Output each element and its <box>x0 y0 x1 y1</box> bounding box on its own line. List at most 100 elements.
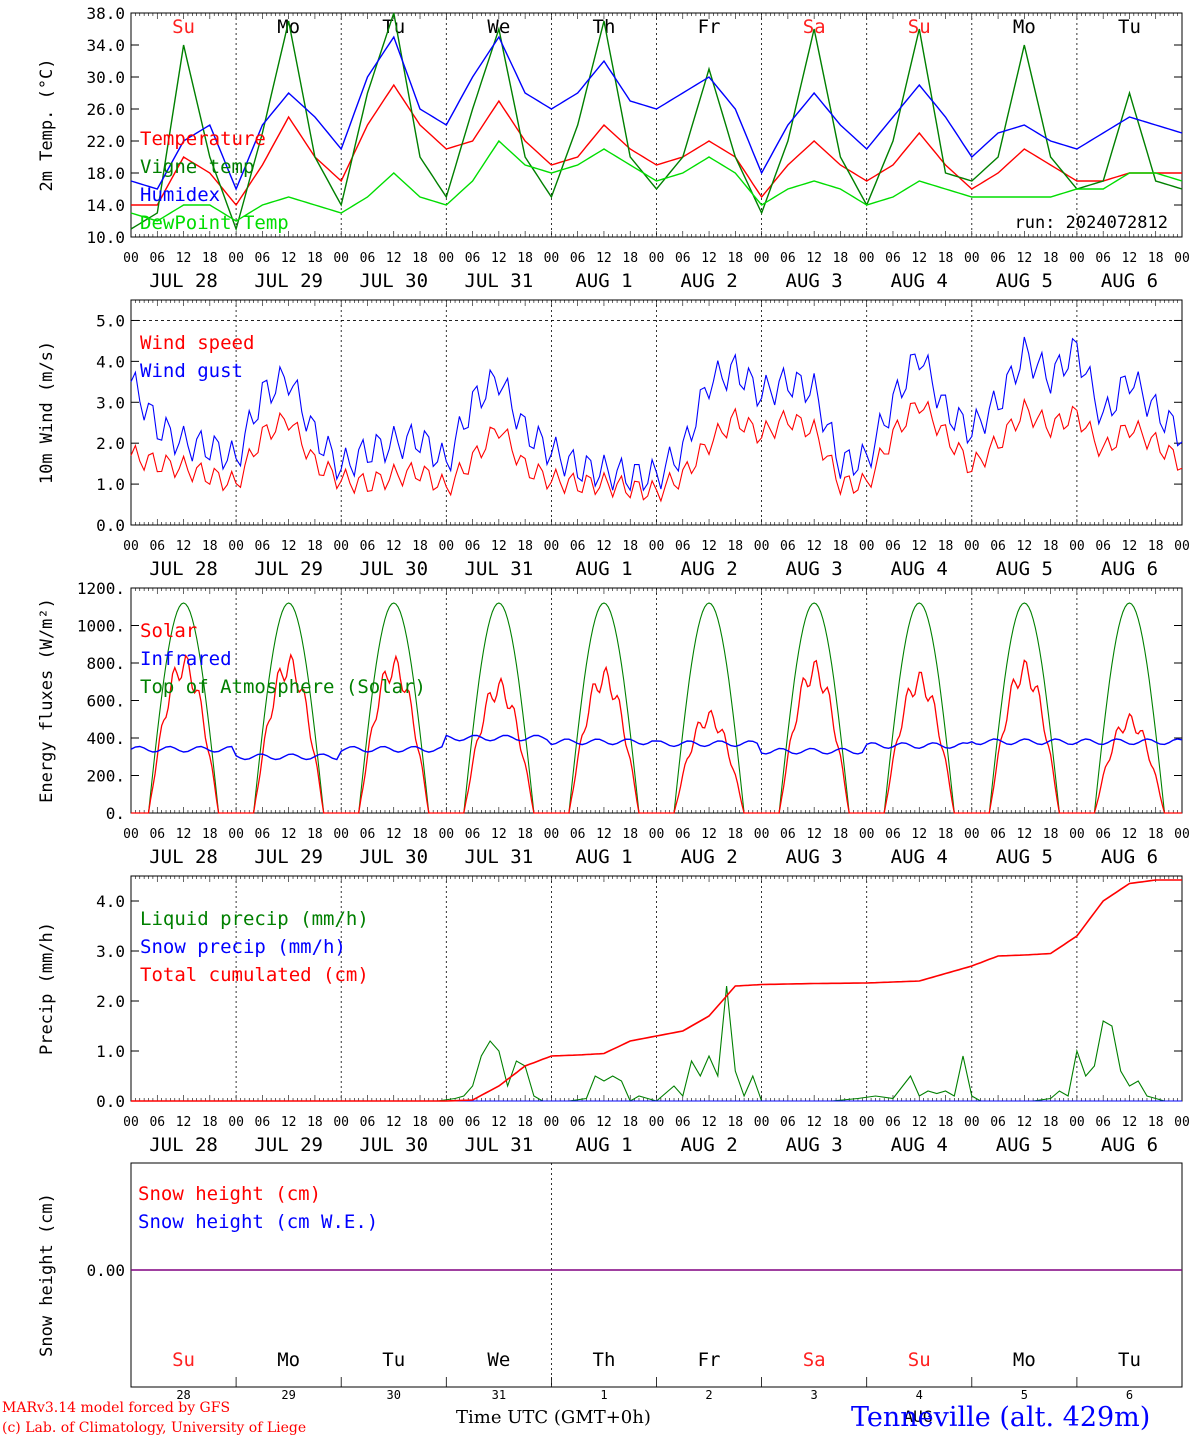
temp-hour-label: 18 <box>1148 251 1164 266</box>
temp-date-label: JUL 28 <box>149 270 218 292</box>
snow-weekday-label: Su <box>172 1349 195 1371</box>
wind-hour-label: 12 <box>176 539 192 554</box>
precip-date-label: JUL 28 <box>149 1134 218 1156</box>
wind-hour-label: 00 <box>544 539 560 554</box>
energy-legend-solar: Solar <box>140 620 197 642</box>
wind-hour-label: 06 <box>255 539 271 554</box>
temp-hour-label: 00 <box>438 251 454 266</box>
temp-hour-label: 06 <box>1095 251 1111 266</box>
temp-y-tick-label: 26.0 <box>86 100 125 119</box>
wind-hour-label: 18 <box>622 539 638 554</box>
energy-date-label: AUG 3 <box>786 846 843 868</box>
wind-hour-label: 12 <box>491 539 507 554</box>
energy-date-label: AUG 4 <box>891 846 948 868</box>
precip-hour-label: 00 <box>964 1115 980 1130</box>
temp-weekday-label: Th <box>593 16 616 38</box>
energy-hour-label: 00 <box>544 827 560 842</box>
temp-legend-temperature: Temperature <box>140 128 266 150</box>
temp-hour-label: 00 <box>754 251 770 266</box>
wind-hour-label: 06 <box>465 539 481 554</box>
precip-date-label: AUG 1 <box>575 1134 632 1156</box>
wind-hour-label: 12 <box>806 539 822 554</box>
energy-date-label: AUG 1 <box>575 846 632 868</box>
precip-hour-label: 00 <box>544 1115 560 1130</box>
precip-y-tick-label: 3.0 <box>96 942 125 961</box>
precip-hour-label: 12 <box>491 1115 507 1130</box>
wind-hour-label: 18 <box>202 539 218 554</box>
temp-hour-label: 00 <box>228 251 244 266</box>
temp-y-axis-title: 2m Temp. (°C) <box>37 58 57 191</box>
precip-legend-liquid-precip-mm-h-: Liquid precip (mm/h) <box>140 908 369 930</box>
energy-hour-label: 06 <box>570 827 586 842</box>
precip-y-tick-label: 0.0 <box>96 1092 125 1111</box>
energy-date-label: JUL 30 <box>359 846 428 868</box>
wind-hour-label: 00 <box>1069 539 1085 554</box>
energy-hour-label: 18 <box>622 827 638 842</box>
temp-date-label: AUG 3 <box>786 270 843 292</box>
precip-hour-label: 12 <box>281 1115 297 1130</box>
precip-hour-label: 06 <box>885 1115 901 1130</box>
precip-series-cumulated <box>131 879 1182 1102</box>
temp-y-tick-label: 22.0 <box>86 132 125 151</box>
snow-weekday-label: Tu <box>1118 1349 1141 1371</box>
run-label: run: 2024072812 <box>1014 213 1168 233</box>
energy-hour-label: 12 <box>806 827 822 842</box>
energy-hour-label: 06 <box>675 827 691 842</box>
energy-hour-label: 12 <box>386 827 402 842</box>
wind-hour-label: 06 <box>675 539 691 554</box>
energy-y-tick-label: 0. <box>106 804 125 823</box>
energy-hour-label: 00 <box>964 827 980 842</box>
temp-hour-label: 18 <box>727 251 743 266</box>
energy-y-tick-label: 200. <box>86 767 125 786</box>
temp-series-temperature <box>131 83 1182 207</box>
precip-series-liquid <box>131 985 1182 1102</box>
temp-hour-label: 06 <box>465 251 481 266</box>
energy-date-label: JUL 28 <box>149 846 218 868</box>
precip-hour-label: 18 <box>412 1115 428 1130</box>
temp-weekday-label: Su <box>172 16 195 38</box>
temp-date-label: AUG 5 <box>996 270 1053 292</box>
wind-date-label: AUG 3 <box>786 558 843 580</box>
energy-hour-label: 00 <box>1174 827 1190 842</box>
wind-hour-label: 06 <box>990 539 1006 554</box>
wind-date-label: AUG 4 <box>891 558 948 580</box>
precip-y-axis-title: Precip (mm/h) <box>37 922 57 1055</box>
temp-hour-label: 06 <box>570 251 586 266</box>
energy-hour-label: 00 <box>859 827 875 842</box>
precip-y-tick-label: 2.0 <box>96 992 125 1011</box>
precip-date-label: AUG 5 <box>996 1134 1053 1156</box>
temp-hour-label: 18 <box>1043 251 1059 266</box>
temp-hour-label: 12 <box>491 251 507 266</box>
precip-hour-label: 06 <box>675 1115 691 1130</box>
energy-date-label: JUL 29 <box>254 846 323 868</box>
precip-hour-label: 18 <box>517 1115 533 1130</box>
precip-hour-label: 18 <box>622 1115 638 1130</box>
temp-hour-label: 18 <box>307 251 323 266</box>
energy-hour-label: 18 <box>412 827 428 842</box>
snow-weekday-label: We <box>487 1349 510 1371</box>
precip-hour-label: 00 <box>438 1115 454 1130</box>
temp-y-tick-label: 18.0 <box>86 164 125 183</box>
snow-weekday-label: Mo <box>277 1349 300 1371</box>
energy-hour-label: 18 <box>938 827 954 842</box>
temp-hour-label: 18 <box>412 251 428 266</box>
wind-hour-label: 12 <box>281 539 297 554</box>
snow-day-number: 5 <box>1021 1388 1028 1402</box>
temp-y-tick-label: 38.0 <box>86 4 125 23</box>
precip-date-label: AUG 6 <box>1101 1134 1158 1156</box>
temp-date-label: AUG 4 <box>891 270 948 292</box>
wind-hour-label: 18 <box>517 539 533 554</box>
wind-legend-wind-speed: Wind speed <box>140 332 254 354</box>
precip-hour-label: 18 <box>1043 1115 1059 1130</box>
temp-y-tick-label: 10.0 <box>86 228 125 247</box>
precip-hour-label: 18 <box>202 1115 218 1130</box>
snow-day-number: 30 <box>387 1388 401 1402</box>
temp-hour-label: 18 <box>833 251 849 266</box>
energy-hour-label: 12 <box>596 827 612 842</box>
wind-hour-label: 12 <box>1122 539 1138 554</box>
temp-hour-label: 00 <box>1174 251 1190 266</box>
energy-hour-label: 00 <box>649 827 665 842</box>
energy-date-label: AUG 5 <box>996 846 1053 868</box>
energy-hour-label: 12 <box>491 827 507 842</box>
